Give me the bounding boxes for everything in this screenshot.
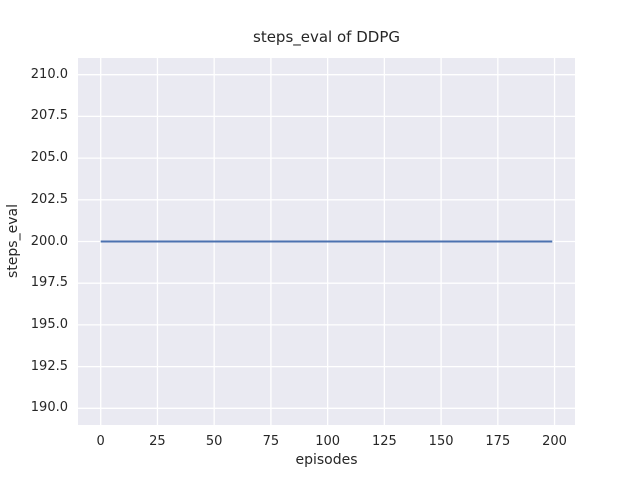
x-tick-label: 50: [205, 434, 223, 449]
x-tick-label: 100: [315, 434, 341, 449]
y-tick-label: 200.0: [30, 233, 68, 249]
plot-canvas: [78, 58, 575, 425]
plot-area: [78, 58, 575, 425]
y-tick-label: 205.0: [30, 150, 68, 166]
y-tick-label: 192.5: [30, 358, 68, 374]
x-tick-label: 75: [262, 434, 280, 449]
x-tick-label: 200: [542, 434, 567, 449]
x-tick-label: 125: [371, 434, 397, 449]
y-tick-label: 190.0: [30, 400, 68, 416]
chart-title: steps_eval of DDPG: [253, 28, 400, 46]
x-tick-label: 150: [428, 434, 454, 449]
y-tick-label: 195.0: [30, 316, 68, 332]
x-tick-label: 0: [96, 434, 105, 449]
y-tick-label: 207.5: [30, 108, 68, 124]
x-tick-label: 25: [149, 434, 166, 449]
y-tick-label: 197.5: [30, 275, 68, 291]
x-axis-label: episodes: [295, 452, 358, 468]
x-tick-label: 175: [485, 434, 511, 449]
y-tick-label: 202.5: [30, 191, 68, 207]
y-tick-label: 210.0: [30, 66, 68, 82]
